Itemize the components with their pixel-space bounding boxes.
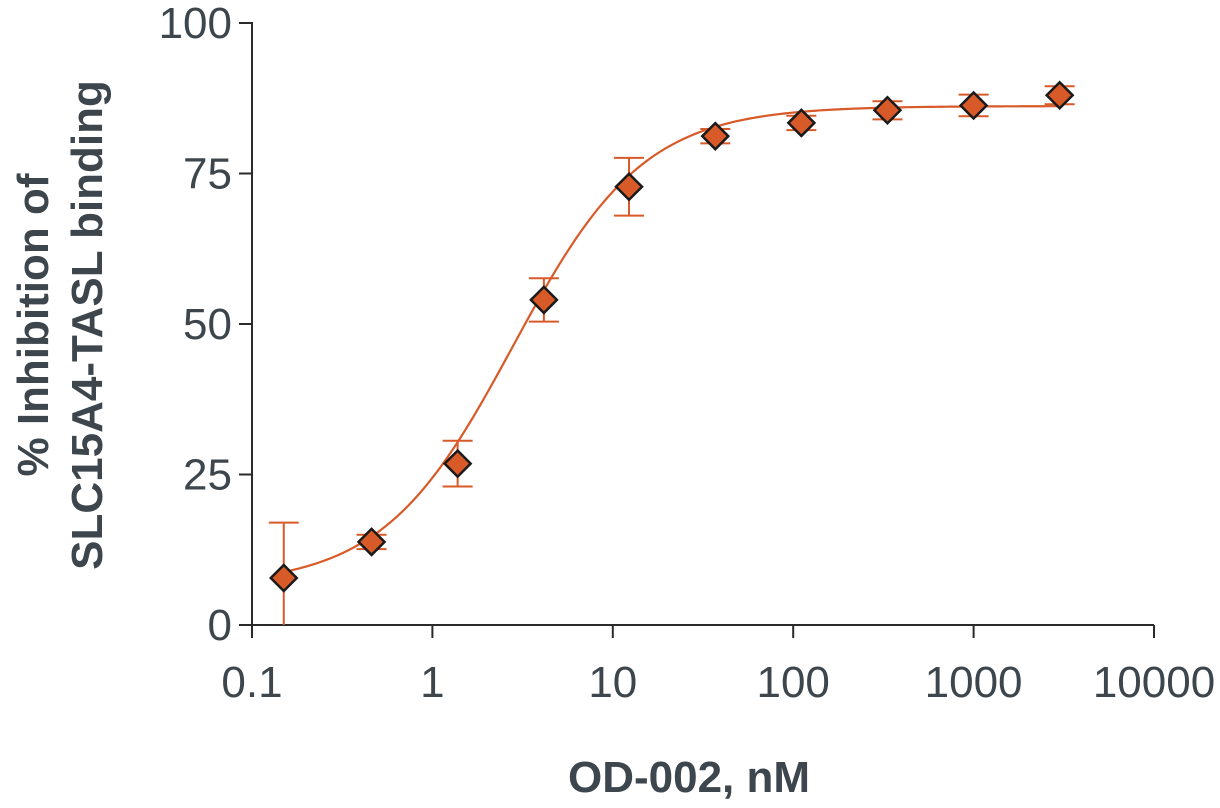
x-tick-label: 0.1 — [221, 658, 282, 707]
data-points — [268, 80, 1075, 593]
x-tick-label: 100 — [756, 658, 829, 707]
axes — [239, 22, 1155, 638]
data-point-marker — [786, 108, 817, 138]
y-tick-label: 75 — [183, 150, 232, 199]
y-axis-title: % Inhibition of SLC15A4-TASL binding — [9, 80, 112, 570]
y-tick-label: 0 — [208, 601, 232, 650]
fit-curve — [283, 105, 1060, 574]
data-point-marker — [872, 95, 903, 126]
axis-labels: 0 25 50 75 100 0.1 1 10 100 1000 10000 OD-002, nM % … — [9, 0, 1215, 802]
y-axis-title-line: SLC15A4-TASL binding — [63, 80, 112, 570]
error-bars — [268, 85, 1075, 625]
y-tick-label: 25 — [183, 451, 232, 500]
y-axis-title-line: % Inhibition of — [9, 173, 58, 476]
data-point-marker — [958, 90, 989, 121]
fit-curve-group — [283, 105, 1060, 574]
data-point-marker — [1044, 80, 1075, 111]
x-tick-label: 10000 — [1093, 658, 1215, 707]
data-point-marker — [614, 171, 644, 202]
data-point-marker — [529, 285, 559, 315]
x-tick-label: 10 — [588, 658, 637, 707]
x-tick-label: 1000 — [925, 658, 1023, 707]
data-point-marker — [442, 448, 473, 479]
data-point-marker — [356, 527, 387, 557]
y-tick-label: 50 — [183, 300, 232, 349]
x-axis-title: OD-002, nM — [568, 753, 810, 802]
x-tick-label: 1 — [420, 658, 444, 707]
data-point-marker — [268, 563, 299, 593]
data-point-marker — [700, 121, 731, 151]
y-tick-label: 100 — [159, 0, 232, 48]
